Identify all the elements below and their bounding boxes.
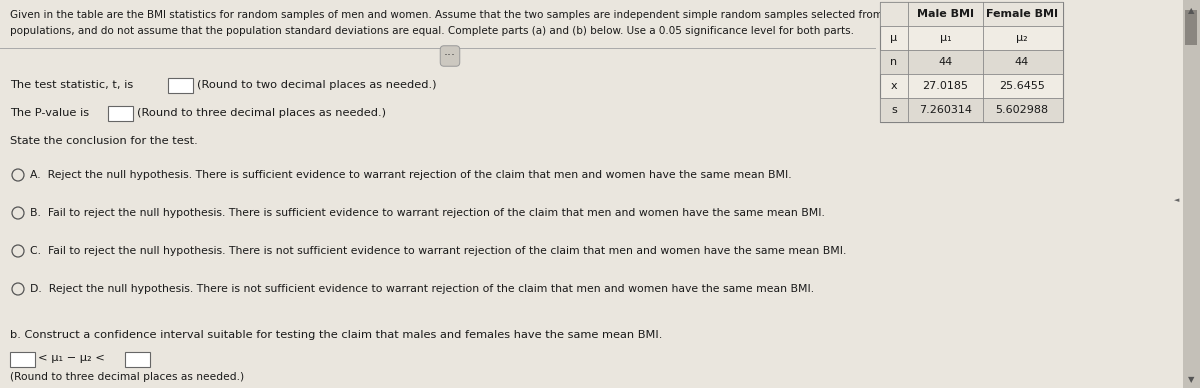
Text: 5.602988: 5.602988: [996, 105, 1049, 115]
Bar: [168, 78, 193, 93]
Text: (Round to three decimal places as needed.): (Round to three decimal places as needed…: [137, 108, 386, 118]
Text: The test statistic, t, is: The test statistic, t, is: [10, 80, 133, 90]
Text: 44: 44: [1015, 57, 1030, 67]
Text: ◄: ◄: [1175, 197, 1180, 203]
Bar: [10, 352, 35, 367]
Bar: [1183, 0, 1200, 388]
Text: Given in the table are the BMI statistics for random samples of men and women. A: Given in the table are the BMI statistic…: [10, 10, 992, 20]
Bar: [125, 352, 150, 367]
Text: ▲: ▲: [1188, 6, 1194, 15]
Text: μ₂: μ₂: [1016, 33, 1028, 43]
Text: μ₁: μ₁: [940, 33, 952, 43]
Text: μ: μ: [890, 33, 898, 43]
Text: 27.0185: 27.0185: [923, 81, 968, 91]
Bar: [1186, 10, 1198, 45]
Text: n: n: [890, 57, 898, 67]
Text: State the conclusion for the test.: State the conclusion for the test.: [10, 136, 198, 146]
Text: x: x: [890, 81, 898, 91]
Text: < μ₁ − μ₂ <: < μ₁ − μ₂ <: [38, 353, 104, 363]
Bar: [880, 50, 1063, 74]
Text: C.  Fail to reject the null hypothesis. There is not sufficient evidence to warr: C. Fail to reject the null hypothesis. T…: [30, 246, 846, 256]
Text: D.  Reject the null hypothesis. There is not sufficient evidence to warrant reje: D. Reject the null hypothesis. There is …: [30, 284, 814, 294]
Text: populations, and do not assume that the population standard deviations are equal: populations, and do not assume that the …: [10, 26, 854, 36]
Text: Female BMI: Female BMI: [986, 9, 1058, 19]
Text: B.  Fail to reject the null hypothesis. There is sufficient evidence to warrant : B. Fail to reject the null hypothesis. T…: [30, 208, 824, 218]
Text: Male BMI: Male BMI: [917, 9, 974, 19]
Text: The P-value is: The P-value is: [10, 108, 89, 118]
Bar: [880, 2, 1063, 26]
Text: ▼: ▼: [1188, 375, 1194, 384]
Bar: [108, 106, 133, 121]
Text: 44: 44: [938, 57, 953, 67]
Text: 7.260314: 7.260314: [919, 105, 972, 115]
Text: A.  Reject the null hypothesis. There is sufficient evidence to warrant rejectio: A. Reject the null hypothesis. There is …: [30, 170, 792, 180]
Bar: [880, 98, 1063, 122]
Text: (Round to three decimal places as needed.): (Round to three decimal places as needed…: [10, 372, 244, 382]
Bar: [880, 2, 1063, 122]
Text: s: s: [892, 105, 896, 115]
Text: (Round to two decimal places as needed.): (Round to two decimal places as needed.): [197, 80, 437, 90]
Text: b. Construct a confidence interval suitable for testing the claim that males and: b. Construct a confidence interval suita…: [10, 330, 662, 340]
Text: ···: ···: [444, 50, 456, 62]
Text: 25.6455: 25.6455: [1000, 81, 1045, 91]
